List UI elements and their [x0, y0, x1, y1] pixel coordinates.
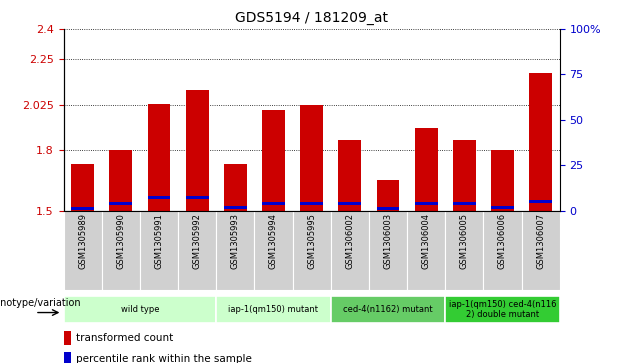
Text: GSM1305995: GSM1305995: [307, 213, 316, 269]
Bar: [453, 202, 476, 205]
Text: GSM1306002: GSM1306002: [345, 213, 354, 269]
Bar: [445, 295, 560, 323]
Bar: [338, 202, 361, 205]
Text: GSM1305992: GSM1305992: [193, 213, 202, 269]
Text: iap-1(qm150) mutant: iap-1(qm150) mutant: [228, 305, 319, 314]
Text: GSM1305991: GSM1305991: [155, 213, 163, 269]
Text: GSM1305994: GSM1305994: [269, 213, 278, 269]
Bar: [331, 295, 445, 323]
Text: GSM1306007: GSM1306007: [536, 213, 545, 269]
Bar: [71, 164, 94, 211]
Bar: [338, 140, 361, 211]
Bar: [186, 196, 209, 199]
Bar: [216, 211, 254, 290]
Bar: [529, 73, 552, 211]
Text: GSM1305990: GSM1305990: [116, 213, 125, 269]
Text: genotype/variation: genotype/variation: [0, 298, 81, 308]
Bar: [415, 202, 438, 205]
Bar: [262, 202, 285, 205]
Text: GSM1305993: GSM1305993: [231, 213, 240, 269]
Text: iap-1(qm150) ced-4(n116
2) double mutant: iap-1(qm150) ced-4(n116 2) double mutant: [448, 300, 556, 319]
Bar: [377, 207, 399, 210]
Bar: [224, 206, 247, 209]
Text: percentile rank within the sample: percentile rank within the sample: [76, 354, 251, 363]
Bar: [491, 150, 514, 211]
Bar: [529, 200, 552, 203]
Bar: [178, 211, 216, 290]
Title: GDS5194 / 181209_at: GDS5194 / 181209_at: [235, 11, 388, 25]
Bar: [216, 295, 331, 323]
Bar: [109, 202, 132, 205]
Bar: [109, 150, 132, 211]
Text: GSM1306004: GSM1306004: [422, 213, 431, 269]
Bar: [331, 211, 369, 290]
Bar: [262, 110, 285, 211]
Text: wild type: wild type: [121, 305, 159, 314]
Bar: [300, 202, 323, 205]
Bar: [407, 211, 445, 290]
Bar: [102, 211, 140, 290]
Bar: [415, 128, 438, 211]
Text: GSM1306005: GSM1306005: [460, 213, 469, 269]
Bar: [64, 331, 71, 345]
Bar: [64, 352, 71, 363]
Bar: [148, 196, 170, 199]
Bar: [140, 211, 178, 290]
Bar: [71, 207, 94, 210]
Bar: [445, 211, 483, 290]
Text: GSM1306006: GSM1306006: [498, 213, 507, 269]
Bar: [491, 206, 514, 209]
Text: GSM1305989: GSM1305989: [78, 213, 87, 269]
Bar: [224, 164, 247, 211]
Bar: [148, 104, 170, 211]
Bar: [377, 180, 399, 211]
Bar: [300, 105, 323, 211]
Bar: [522, 211, 560, 290]
Bar: [369, 211, 407, 290]
Text: ced-4(n1162) mutant: ced-4(n1162) mutant: [343, 305, 432, 314]
Bar: [64, 211, 102, 290]
Text: transformed count: transformed count: [76, 333, 173, 343]
Text: GSM1306003: GSM1306003: [384, 213, 392, 269]
Bar: [254, 211, 293, 290]
Bar: [186, 90, 209, 211]
Bar: [453, 140, 476, 211]
Bar: [483, 211, 522, 290]
Bar: [64, 295, 216, 323]
Bar: [293, 211, 331, 290]
